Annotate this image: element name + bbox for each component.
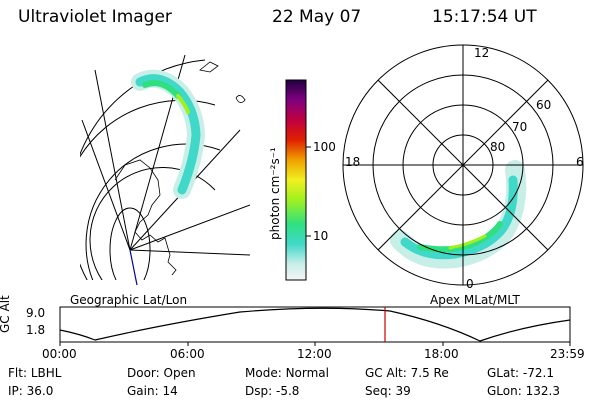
mlt-12-label: 12 xyxy=(474,46,490,60)
polar-plot xyxy=(342,44,584,286)
geo-panel-label: Geographic Lat/Lon xyxy=(70,293,188,307)
status-gc-alt: GC Alt: 7.5 Re xyxy=(365,366,449,380)
satellite-track xyxy=(129,249,138,286)
status-dsp: Dsp: -5.8 xyxy=(245,384,300,398)
mlat-60-label: 60 xyxy=(536,98,552,112)
instrument-title: Ultraviolet Imager xyxy=(18,7,172,27)
mlt-18-label: 18 xyxy=(345,155,361,169)
altitude-ytick-9: 9.0 xyxy=(26,306,46,320)
colorbar-tick-100: 100 xyxy=(313,140,336,154)
status-seq: Seq: 39 xyxy=(365,384,411,398)
polar-panel-label: Apex MLat/MLT xyxy=(430,293,520,307)
status-door: Door: Open xyxy=(127,366,196,380)
mlt-0-label: 0 xyxy=(466,277,474,291)
altitude-xtick-0000: 00:00 xyxy=(42,347,77,361)
status-glon: GLon: 132.3 xyxy=(487,384,560,398)
mlat-80-label: 80 xyxy=(490,140,506,154)
mlt-6-label: 6 xyxy=(576,155,584,169)
status-glat: GLat: -72.1 xyxy=(487,366,554,380)
status-gain: Gain: 14 xyxy=(127,384,178,398)
altitude-xtick-1200: 12:00 xyxy=(297,347,332,361)
status-flt: Flt: LBHL xyxy=(8,366,62,380)
altitude-ytick-1-8: 1.8 xyxy=(26,323,46,337)
mlat-70-label: 70 xyxy=(512,120,528,134)
altitude-xtick-1800: 18:00 xyxy=(424,347,459,361)
altitude-plot xyxy=(59,306,571,346)
colorbar xyxy=(285,79,307,281)
colorbar-tick-10: 10 xyxy=(313,229,329,243)
altitude-xtick-2359: 23:59 xyxy=(550,347,585,361)
altitude-ylabel: GC Alt xyxy=(0,295,12,333)
geographic-map xyxy=(80,54,250,280)
status-mode: Mode: Normal xyxy=(245,366,329,380)
geo-aurora xyxy=(131,69,206,199)
date-label: 22 May 07 xyxy=(272,7,362,27)
status-ip: IP: 36.0 xyxy=(8,384,54,398)
colorbar-label: photon cm⁻²s⁻¹ xyxy=(268,147,282,240)
altitude-xtick-0600: 06:00 xyxy=(170,347,205,361)
time-label: 15:17:54 UT xyxy=(432,7,537,27)
